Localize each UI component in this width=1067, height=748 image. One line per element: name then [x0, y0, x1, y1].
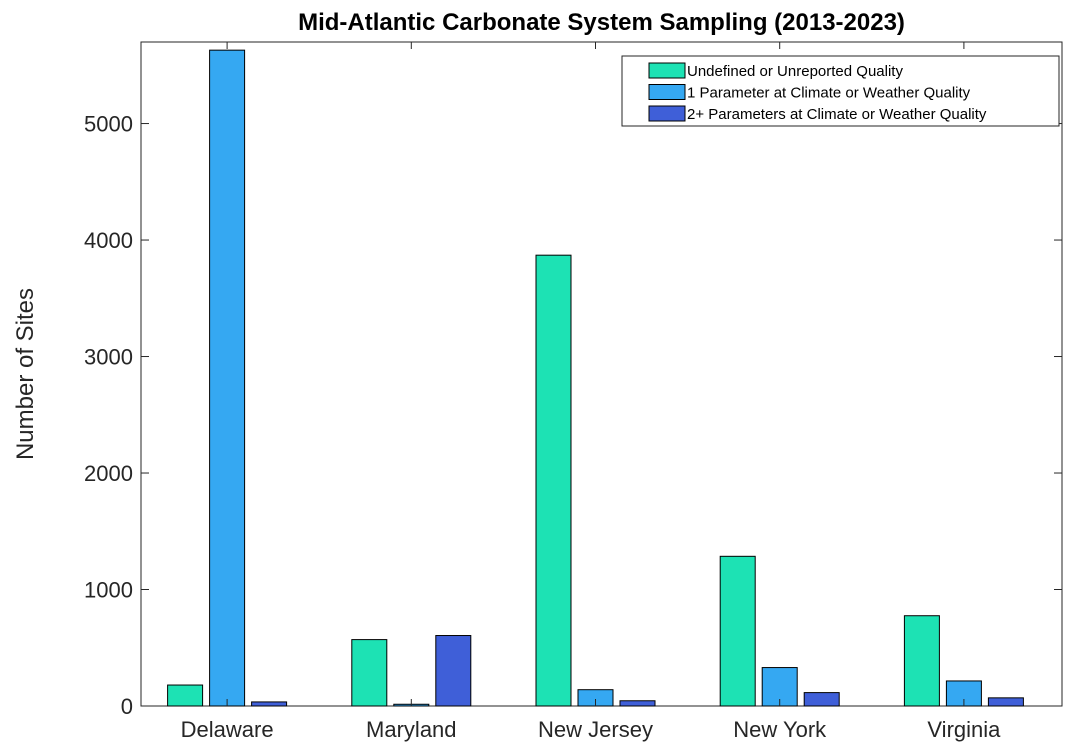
- bar-delaware-series-2: [209, 49, 246, 707]
- legend-swatch: [648, 84, 686, 100]
- x-tick-label: New York: [733, 717, 827, 742]
- bar-virginia-series-1: [903, 615, 940, 707]
- y-axis-title: Number of Sites: [12, 288, 39, 460]
- bar-new-york-series-3: [803, 692, 840, 707]
- x-tick-label: Delaware: [181, 717, 274, 742]
- y-tick-label: 1000: [84, 578, 133, 603]
- y-tick-label: 5000: [84, 112, 133, 137]
- bar-new-york-series-1: [719, 555, 756, 707]
- x-tick-label: New Jersey: [538, 717, 653, 742]
- legend-box: [621, 55, 1060, 127]
- legend-swatch: [648, 105, 686, 122]
- bars-group: [167, 49, 1024, 707]
- y-tick-label: 3000: [84, 345, 133, 370]
- legend: Undefined or Unreported Quality 1 Paramet…: [621, 55, 1060, 127]
- bar-maryland-series-1: [351, 639, 388, 707]
- y-axis: 0 1000 2000 3000 4000 5000: [84, 112, 1062, 719]
- bar-delaware-series-1: [167, 684, 204, 707]
- legend-label: Undefined or Unreported Quality: [687, 63, 903, 80]
- chart-title: Mid-Atlantic Carbonate System Sampling (…: [298, 9, 905, 36]
- legend-swatch: [648, 62, 686, 79]
- bar-maryland-series-3: [435, 635, 472, 707]
- legend-label: 2+ Parameters at Climate or Weather Qual…: [687, 106, 987, 123]
- x-tick-label: Maryland: [366, 717, 456, 742]
- legend-label: 1 Parameter at Climate or Weather Qualit…: [687, 85, 971, 102]
- y-tick-label: 2000: [84, 461, 133, 486]
- y-tick-label: 0: [121, 694, 133, 719]
- bar-new-jersey-series-1: [535, 254, 572, 707]
- bar-virginia-series-3: [987, 697, 1024, 707]
- x-tick-label: Virginia: [927, 717, 1001, 742]
- bar-new-jersey-series-3: [619, 700, 656, 707]
- bar-delaware-series-3: [251, 701, 288, 707]
- plot-area-frame: [140, 41, 1063, 707]
- x-axis: Delaware Maryland New Jersey New York Virgin…: [181, 42, 1001, 742]
- y-tick-label: 4000: [84, 228, 133, 253]
